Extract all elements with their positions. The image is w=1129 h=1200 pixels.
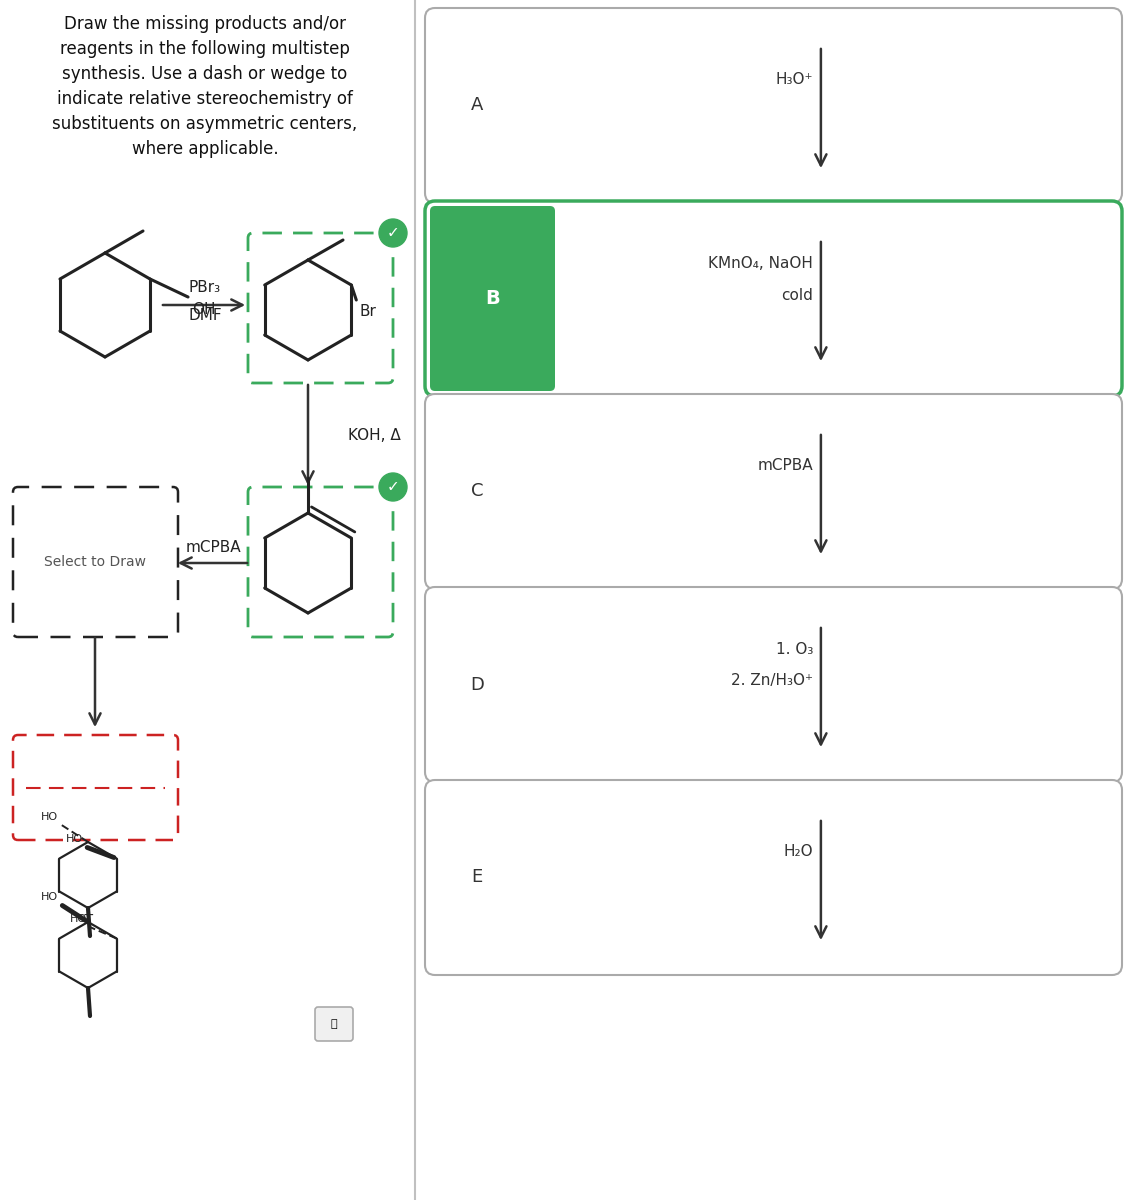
Text: ✓: ✓ [386,480,400,494]
FancyBboxPatch shape [425,200,1122,396]
Text: KOH, Δ: KOH, Δ [348,427,401,443]
Text: D: D [470,676,484,694]
Text: H₃O⁺: H₃O⁺ [776,72,813,86]
Text: 1. O₃: 1. O₃ [776,642,813,658]
Text: 2. Zn/H₃O⁺: 2. Zn/H₃O⁺ [730,673,813,689]
Text: KMnO₄, NaOH: KMnO₄, NaOH [708,256,813,271]
Text: HO: HO [65,834,82,845]
FancyBboxPatch shape [248,233,393,383]
Text: C: C [471,482,483,500]
Text: H₂O: H₂O [784,844,813,859]
Text: OH: OH [192,302,216,317]
Text: A: A [471,96,483,114]
FancyBboxPatch shape [14,734,178,840]
Text: mCPBA: mCPBA [758,457,813,473]
Text: Draw the missing products and/or
reagents in the following multistep
synthesis. : Draw the missing products and/or reagent… [52,14,358,158]
Text: HO: HO [70,914,87,924]
Circle shape [379,473,406,502]
Text: Br: Br [359,304,376,319]
FancyBboxPatch shape [14,487,178,637]
FancyBboxPatch shape [425,394,1122,589]
Text: Select to Draw: Select to Draw [44,554,147,569]
Text: cold: cold [781,288,813,302]
Text: E: E [472,869,482,887]
Text: DMF: DMF [189,307,221,323]
FancyBboxPatch shape [425,780,1122,974]
FancyBboxPatch shape [248,487,393,637]
FancyBboxPatch shape [425,8,1122,203]
Text: B: B [485,289,500,308]
Text: HO: HO [41,812,58,822]
FancyBboxPatch shape [425,587,1122,782]
Text: PBr₃: PBr₃ [189,281,221,295]
Text: 🔍: 🔍 [331,1019,338,1028]
Text: +: + [82,908,94,922]
Text: ✓: ✓ [386,226,400,240]
Circle shape [379,218,406,247]
FancyBboxPatch shape [315,1007,353,1040]
Text: mCPBA: mCPBA [185,540,240,556]
Text: HO: HO [41,892,58,902]
FancyBboxPatch shape [430,206,555,391]
